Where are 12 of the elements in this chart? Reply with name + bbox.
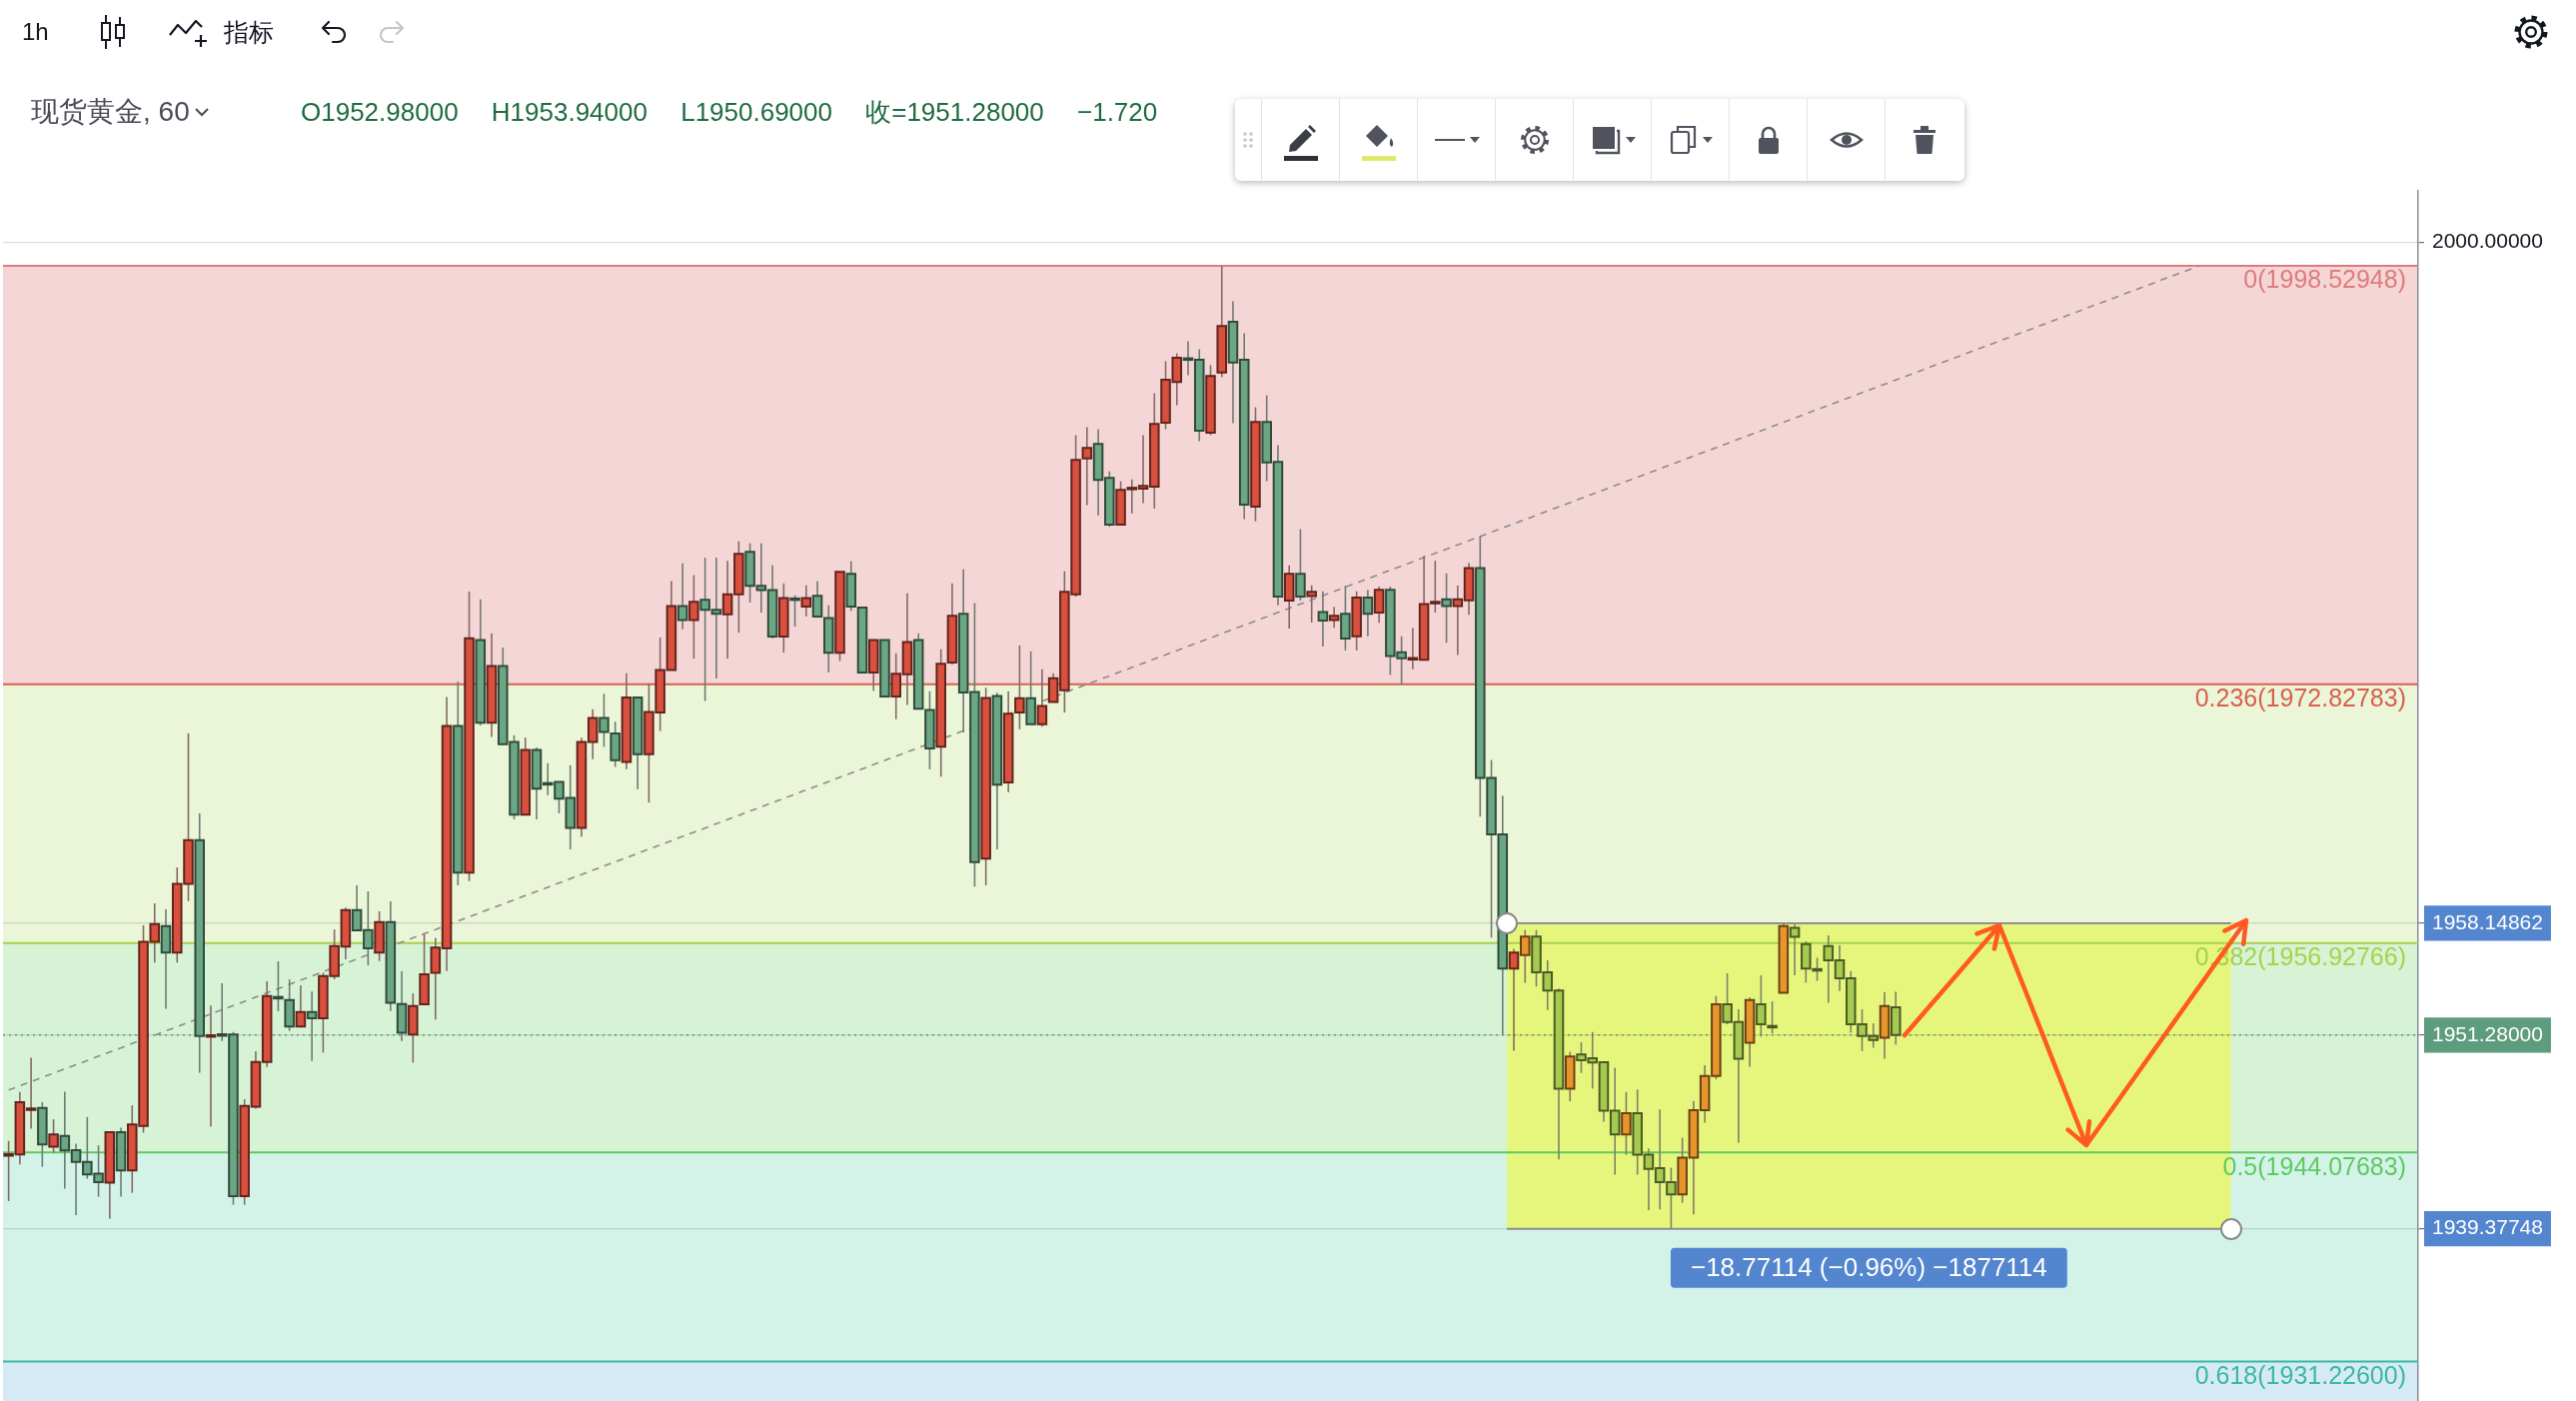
chart-title: 现货黄金, 60 [31,95,190,129]
ref-line-label: 0.618(1931.22600) [2194,1360,2406,1389]
ref-line-label: 0(1998.52948) [2243,265,2406,294]
chart-subtitle: O1952.98000 H1953.94000 L1950.69000 收=1951.28000 −1.720 [301,97,1158,127]
text: 指标 [224,17,274,48]
band-label: −18.77114 (−0.96%) −1877114 [1690,1251,2047,1282]
y-tick-label: 1958.14862 [2432,909,2543,933]
y-tick-label: 1951.28000 [2432,1021,2543,1045]
y-tick-label: 2000.00000 [2432,228,2543,252]
ref-line-label: 0.236(1972.82783) [2194,684,2406,712]
text: 1h [22,17,49,47]
y-tick-label: 1939.37748 [2432,1215,2543,1239]
